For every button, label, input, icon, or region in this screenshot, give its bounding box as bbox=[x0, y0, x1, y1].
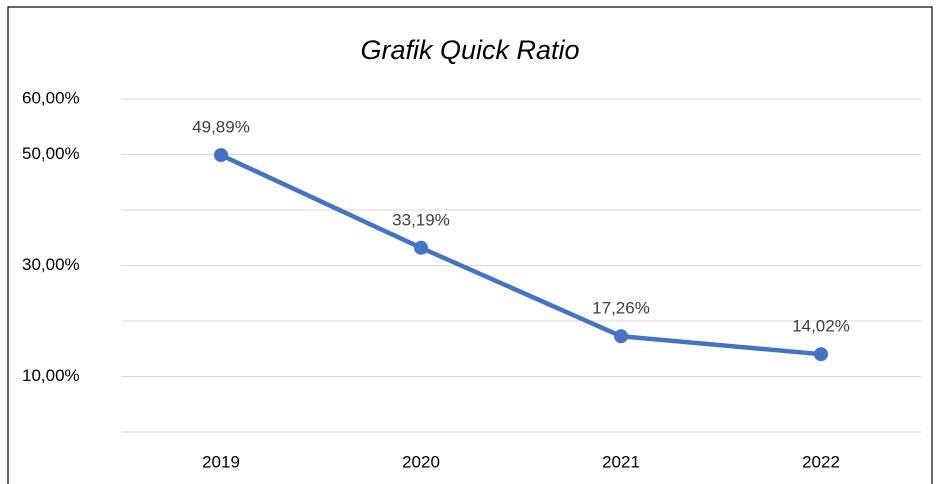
line bbox=[220, 153, 822, 357]
point bbox=[214, 148, 228, 163]
x-tick-label: 2019 bbox=[202, 452, 240, 471]
point bbox=[414, 240, 428, 255]
y-tick-label: 50,00% bbox=[22, 144, 80, 163]
chart-border bbox=[7, 6, 933, 484]
x-tick-label: 2022 bbox=[802, 452, 840, 471]
data-label: 17,26% bbox=[592, 299, 650, 318]
data-label: 33,19% bbox=[392, 210, 450, 229]
data-label: 14,02% bbox=[792, 317, 850, 336]
y-tick-label: 10,00% bbox=[22, 366, 80, 385]
data-label: 49,89% bbox=[192, 118, 250, 137]
x-tick-label: 2020 bbox=[402, 452, 440, 471]
y-tick-label: 30,00% bbox=[22, 255, 80, 274]
chart-title: Grafik Quick Ratio bbox=[360, 35, 579, 65]
x-tick-label: 2021 bbox=[602, 452, 640, 471]
y-tick-label: 60,00% bbox=[22, 88, 80, 107]
point bbox=[614, 329, 628, 344]
point bbox=[814, 347, 828, 362]
